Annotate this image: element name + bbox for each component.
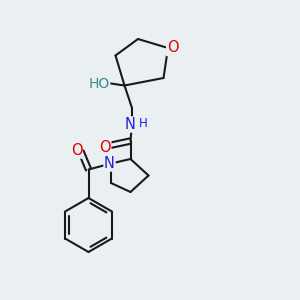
- Text: H: H: [139, 117, 148, 130]
- Text: O: O: [99, 140, 111, 154]
- Text: HO: HO: [88, 77, 110, 91]
- Text: N: N: [104, 156, 115, 171]
- Text: N: N: [125, 117, 136, 132]
- Text: O: O: [71, 143, 82, 158]
- Text: O: O: [167, 40, 178, 56]
